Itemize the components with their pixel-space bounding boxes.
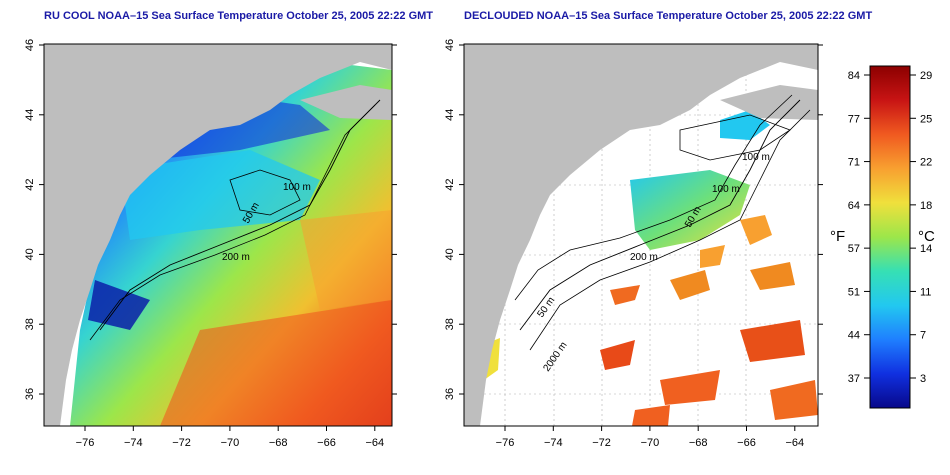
x-tick-label: −72: [172, 437, 191, 449]
contour-label-200m: 200 m: [222, 252, 250, 263]
right-map-title: DECLOUDED NOAA–15 Sea Surface Temperatur…: [464, 10, 873, 22]
left-map-title: RU COOL NOAA–15 Sea Surface Temperature …: [44, 10, 434, 22]
contour-label-100m-south: 100 m: [712, 184, 740, 195]
fahrenheit-tick-label: 57: [848, 243, 860, 255]
fahrenheit-tick-label: 84: [848, 70, 860, 82]
right-sst-map: 100 m 100 m 50 m 200 m 50 m 2000 m −76 −7…: [444, 39, 823, 449]
celsius-tick-label: 3: [920, 373, 926, 385]
sst-colorbar: 84 77 71 64 57 51 44 37 29 25 22 18 14 11 7 3: [848, 65, 932, 409]
celsius-tick-label: 7: [920, 330, 926, 342]
y-tick-label: 44: [444, 109, 456, 121]
celsius-tick-label: 18: [920, 200, 932, 212]
y-tick-label: 38: [24, 318, 36, 330]
y-tick-label: 42: [444, 178, 456, 190]
x-tick-label: −72: [592, 437, 611, 449]
y-tick-label: 40: [24, 248, 36, 260]
celsius-unit-label: °C: [918, 228, 935, 245]
celsius-tick-label: 29: [920, 70, 932, 82]
fahrenheit-tick-label: 71: [848, 157, 860, 169]
y-tick-label: 46: [24, 39, 36, 51]
y-tick-label: 36: [444, 388, 456, 400]
x-tick-label: −76: [496, 437, 515, 449]
x-tick-label: −76: [76, 437, 95, 449]
y-tick-label: 46: [444, 39, 456, 51]
colorbar-scale: [869, 65, 911, 409]
x-tick-label: −66: [737, 437, 756, 449]
x-tick-label: −64: [785, 437, 804, 449]
contour-label-200m: 200 m: [630, 252, 658, 263]
y-tick-label: 38: [444, 318, 456, 330]
y-tick-label: 42: [24, 178, 36, 190]
y-tick-label: 44: [24, 109, 36, 121]
celsius-tick-label: 25: [920, 113, 932, 125]
fahrenheit-unit-label: °F: [830, 228, 846, 245]
contour-label-100m: 100 m: [283, 182, 311, 193]
x-tick-label: −74: [544, 437, 563, 449]
x-tick-label: −70: [221, 437, 240, 449]
celsius-tick-label: 14: [920, 243, 932, 255]
x-tick-label: −66: [317, 437, 336, 449]
fahrenheit-tick-label: 51: [848, 286, 860, 298]
right-map-axes: −76 −74 −72 −70 −68 −66 −64 36 38 40 42 44 46: [444, 39, 823, 449]
y-tick-label: 40: [444, 248, 456, 260]
x-tick-label: −74: [124, 437, 143, 449]
contour-label-100m-north: 100 m: [742, 152, 770, 163]
fahrenheit-tick-label: 37: [848, 373, 860, 385]
fahrenheit-tick-label: 64: [848, 200, 860, 212]
celsius-tick-label: 11: [920, 286, 931, 298]
x-tick-label: −68: [689, 437, 708, 449]
fahrenheit-tick-label: 44: [848, 330, 860, 342]
left-sst-map: 100 m 50 m 200 m −76 −74 −72 −70 −68 −66 −6436…: [24, 39, 397, 449]
left-map-axes: −76 −74 −72 −70 −68 −66 −64 36 38 40 42 44 46: [24, 39, 397, 449]
y-tick-label: 36: [24, 388, 36, 400]
fahrenheit-tick-label: 77: [848, 113, 860, 125]
celsius-tick-label: 22: [920, 157, 932, 169]
x-tick-label: −68: [269, 437, 288, 449]
x-tick-label: −70: [641, 437, 660, 449]
x-tick-label: −64: [365, 437, 384, 449]
